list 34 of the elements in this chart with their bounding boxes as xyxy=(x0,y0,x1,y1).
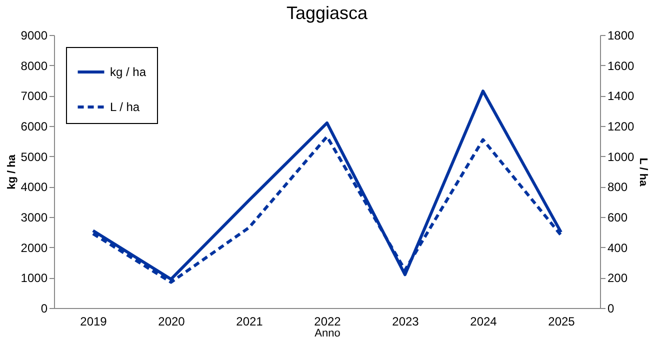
y-tick-label: 0 xyxy=(40,302,48,316)
y2-tick-label: 1600 xyxy=(608,58,635,73)
legend-label: L / ha xyxy=(110,100,140,114)
x-tick-label: 2019 xyxy=(80,314,108,328)
y-tick-label: 1000 xyxy=(20,271,48,286)
y2-tick-label: 600 xyxy=(608,210,628,224)
y-tick-label: 8000 xyxy=(20,58,48,73)
y-tick-label: 5000 xyxy=(20,150,48,164)
chart-title: Taggiasca xyxy=(286,3,369,23)
y2-tick-label: 400 xyxy=(608,240,628,255)
x-tick-label: 2022 xyxy=(314,314,342,328)
y2-tick-label: 1200 xyxy=(608,120,635,134)
y-axis-title: kg / ha xyxy=(6,154,18,190)
x-tick-label: 2024 xyxy=(470,314,498,328)
y-tick-label: 4000 xyxy=(20,180,48,194)
y2-axis-title: L / ha xyxy=(637,158,650,188)
y2-tick-label: 200 xyxy=(608,271,628,286)
x-tick-label: 2025 xyxy=(548,314,576,328)
legend-label: kg / ha xyxy=(110,65,146,79)
y2-tick-label: 1400 xyxy=(608,89,635,104)
x-tick-label: 2021 xyxy=(236,314,264,328)
y2-tick-label: 0 xyxy=(608,302,614,316)
line-series xyxy=(92,90,562,281)
y2-tick-label: 1800 xyxy=(608,28,635,42)
y-tick-label: 3000 xyxy=(20,210,48,224)
y-tick-label: 6000 xyxy=(20,120,48,134)
y2-tick-label: 1000 xyxy=(608,150,635,164)
y2-tick-label: 800 xyxy=(608,180,628,194)
y-tick-label: 9000 xyxy=(20,28,48,42)
y-tick-label: 2000 xyxy=(20,240,48,255)
x-tick-label: 2023 xyxy=(392,314,420,328)
x-axis-title: Anno xyxy=(314,328,340,339)
x-tick-label: 2020 xyxy=(158,314,186,328)
y-tick-label: 7000 xyxy=(20,89,48,104)
